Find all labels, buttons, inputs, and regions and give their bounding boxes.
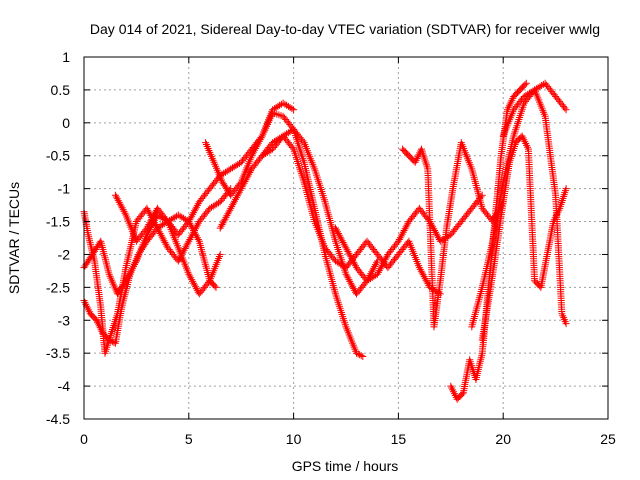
x-tick-label: 10 xyxy=(286,431,302,447)
marker-track xyxy=(499,86,570,328)
series-sat-track-12 xyxy=(478,132,570,344)
x-tick-label: 0 xyxy=(80,431,88,447)
data-points xyxy=(80,79,570,403)
y-tick-label: -4 xyxy=(58,378,71,394)
y-tick-label: 0 xyxy=(62,115,70,131)
x-tick-label: 5 xyxy=(185,431,193,447)
marker-track xyxy=(478,132,570,344)
y-tick-labels: 1 0.5 0 -0.5 -1 -1.5 -2 -2.5 -3 -3.5 -4 -4.5 xyxy=(46,49,70,427)
y-tick-label: -4.5 xyxy=(46,411,70,427)
y-tick-label: -2 xyxy=(58,246,71,262)
x-tick-label: 15 xyxy=(391,431,407,447)
y-tick-label: 0.5 xyxy=(51,82,71,98)
axis-ticks xyxy=(83,56,609,420)
marker-track xyxy=(202,109,367,360)
marker-track xyxy=(258,132,444,298)
x-tick-label: 25 xyxy=(600,431,616,447)
y-tick-label: 1 xyxy=(62,49,70,65)
y-tick-label: -3 xyxy=(58,312,71,328)
marker-track xyxy=(468,79,570,331)
series-sat-track-9 xyxy=(399,139,507,331)
y-axis-label: SDTVAR / TECUs xyxy=(6,182,22,294)
y-tick-label: -2.5 xyxy=(46,279,70,295)
x-axis-label: GPS time / hours xyxy=(292,458,399,474)
chart-title: Day 014 of 2021, Sidereal Day-to-day VTE… xyxy=(90,21,600,37)
plot-frame xyxy=(83,56,609,420)
y-tick-label: -1 xyxy=(58,181,71,197)
series-sat-track-11 xyxy=(468,79,570,331)
y-tick-label: -3.5 xyxy=(46,345,70,361)
series-sat-track-5 xyxy=(202,109,367,360)
y-tick-label: -0.5 xyxy=(46,148,70,164)
x-tick-labels: 0 5 10 15 20 25 xyxy=(80,431,616,447)
series-sat-track-7 xyxy=(258,132,444,298)
series-sat-track-13 xyxy=(499,86,570,328)
y-tick-label: -1.5 xyxy=(46,214,70,230)
x-tick-label: 20 xyxy=(495,431,511,447)
marker-track xyxy=(399,139,507,331)
